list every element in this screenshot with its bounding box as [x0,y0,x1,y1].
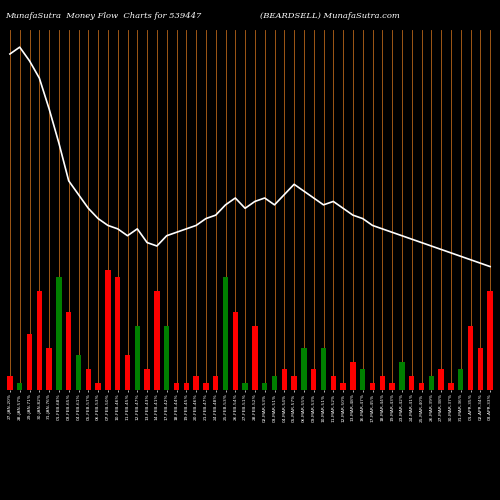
Bar [66,312,71,390]
Bar [380,376,385,390]
Bar [144,369,150,390]
Bar [7,376,12,390]
Bar [154,291,160,390]
Bar [438,369,444,390]
Bar [282,369,287,390]
Bar [174,383,179,390]
Bar [321,348,326,390]
Bar [203,383,208,390]
Bar [448,383,454,390]
Bar [468,326,473,390]
Bar [301,348,306,390]
Bar [194,376,199,390]
Bar [292,376,297,390]
Bar [252,326,258,390]
Bar [36,291,42,390]
Bar [458,369,464,390]
Bar [242,383,248,390]
Bar [478,348,483,390]
Bar [419,383,424,390]
Bar [125,354,130,390]
Bar [96,383,101,390]
Bar [115,277,120,390]
Bar [409,376,414,390]
Bar [46,348,52,390]
Bar [360,369,366,390]
Bar [350,362,356,390]
Bar [428,376,434,390]
Bar [399,362,404,390]
Bar [105,270,110,390]
Bar [390,383,395,390]
Bar [262,383,268,390]
Bar [27,334,32,390]
Bar [340,383,346,390]
Bar [232,312,238,390]
Bar [488,291,493,390]
Bar [272,376,277,390]
Bar [330,376,336,390]
Text: (BEARDSELL) MunafaSutra.com: (BEARDSELL) MunafaSutra.com [260,12,400,20]
Bar [17,383,22,390]
Bar [164,326,170,390]
Bar [184,383,189,390]
Text: MunafaSutra  Money Flow  Charts for 539447: MunafaSutra Money Flow Charts for 539447 [5,12,202,20]
Bar [134,326,140,390]
Bar [76,354,81,390]
Bar [86,369,91,390]
Bar [56,277,62,390]
Bar [223,277,228,390]
Bar [213,376,218,390]
Bar [311,369,316,390]
Bar [370,383,375,390]
